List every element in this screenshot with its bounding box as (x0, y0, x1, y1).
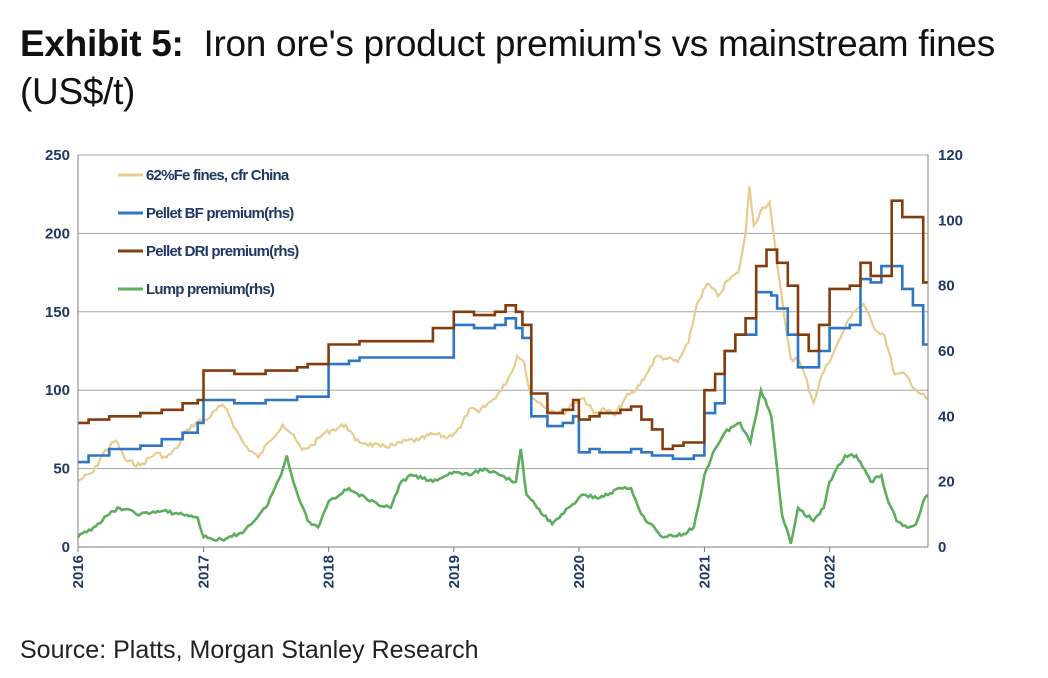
x-tick-label: 2016 (70, 555, 87, 588)
legend-label: Pellet DRI premium(rhs) (146, 243, 299, 260)
series-line-pellet_bf (78, 264, 928, 464)
y-right-tick-label: 100 (938, 212, 963, 229)
series-line-pellet_dri (78, 199, 928, 451)
y-right-tick-label: 120 (938, 147, 963, 164)
legend-label: Pellet BF premium(rhs) (146, 205, 294, 222)
chart-svg: 0 50 100 150 200 250 0 20 40 60 80 100 120 2016 2017 20… (45, 147, 963, 588)
y-left-tick-label: 0 (62, 539, 70, 556)
y-right-tick-label: 0 (938, 539, 946, 556)
x-tick-label: 2018 (321, 555, 338, 588)
y-right-tick-label: 80 (938, 278, 955, 295)
y-right-tick-label: 60 (938, 343, 955, 360)
gridlines (78, 154, 928, 470)
title-text: Iron ore's product premium's vs mainstre… (20, 23, 995, 112)
x-tick-label: 2019 (446, 555, 463, 588)
series-layer (76, 186, 929, 545)
page-title: Exhibit 5: Iron ore's product premium's … (20, 20, 1030, 116)
y-left-tick-label: 200 (45, 225, 70, 242)
y-left-tick-label: 150 (45, 304, 70, 321)
y-right-tick-label: 20 (938, 474, 955, 491)
legend-label: Lump premium(rhs) (146, 281, 275, 298)
y-left-tick-label: 250 (45, 147, 70, 164)
x-tick-label: 2021 (696, 555, 713, 588)
legend: 62%Fe fines, cfr China Pellet BF premium(… (118, 167, 300, 298)
y-right-tick-label: 40 (938, 408, 955, 425)
legend-label: 62%Fe fines, cfr China (146, 167, 290, 184)
x-tick-label: 2022 (822, 555, 839, 588)
source-note: Source: Platts, Morgan Stanley Research (20, 636, 479, 664)
exhibit-label: Exhibit 5: (20, 23, 184, 64)
axes: 0 50 100 150 200 250 0 20 40 60 80 100 120 2016 2017 20… (45, 147, 963, 588)
x-tick-label: 2020 (571, 555, 588, 588)
series-line-lump (76, 385, 929, 545)
y-left-tick-label: 100 (45, 382, 70, 399)
series-line-fines (77, 186, 929, 483)
x-tick-label: 2017 (195, 555, 212, 588)
y-left-tick-label: 50 (53, 461, 70, 478)
